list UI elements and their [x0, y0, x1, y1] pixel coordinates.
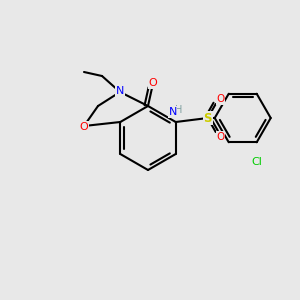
- Text: O: O: [80, 122, 88, 132]
- Text: N: N: [169, 107, 177, 117]
- Text: O: O: [217, 132, 225, 142]
- Text: O: O: [217, 94, 225, 104]
- Text: Cl: Cl: [251, 157, 262, 167]
- Text: S: S: [203, 112, 212, 124]
- Text: N: N: [116, 86, 124, 96]
- Text: H: H: [175, 105, 182, 115]
- Text: O: O: [148, 78, 158, 88]
